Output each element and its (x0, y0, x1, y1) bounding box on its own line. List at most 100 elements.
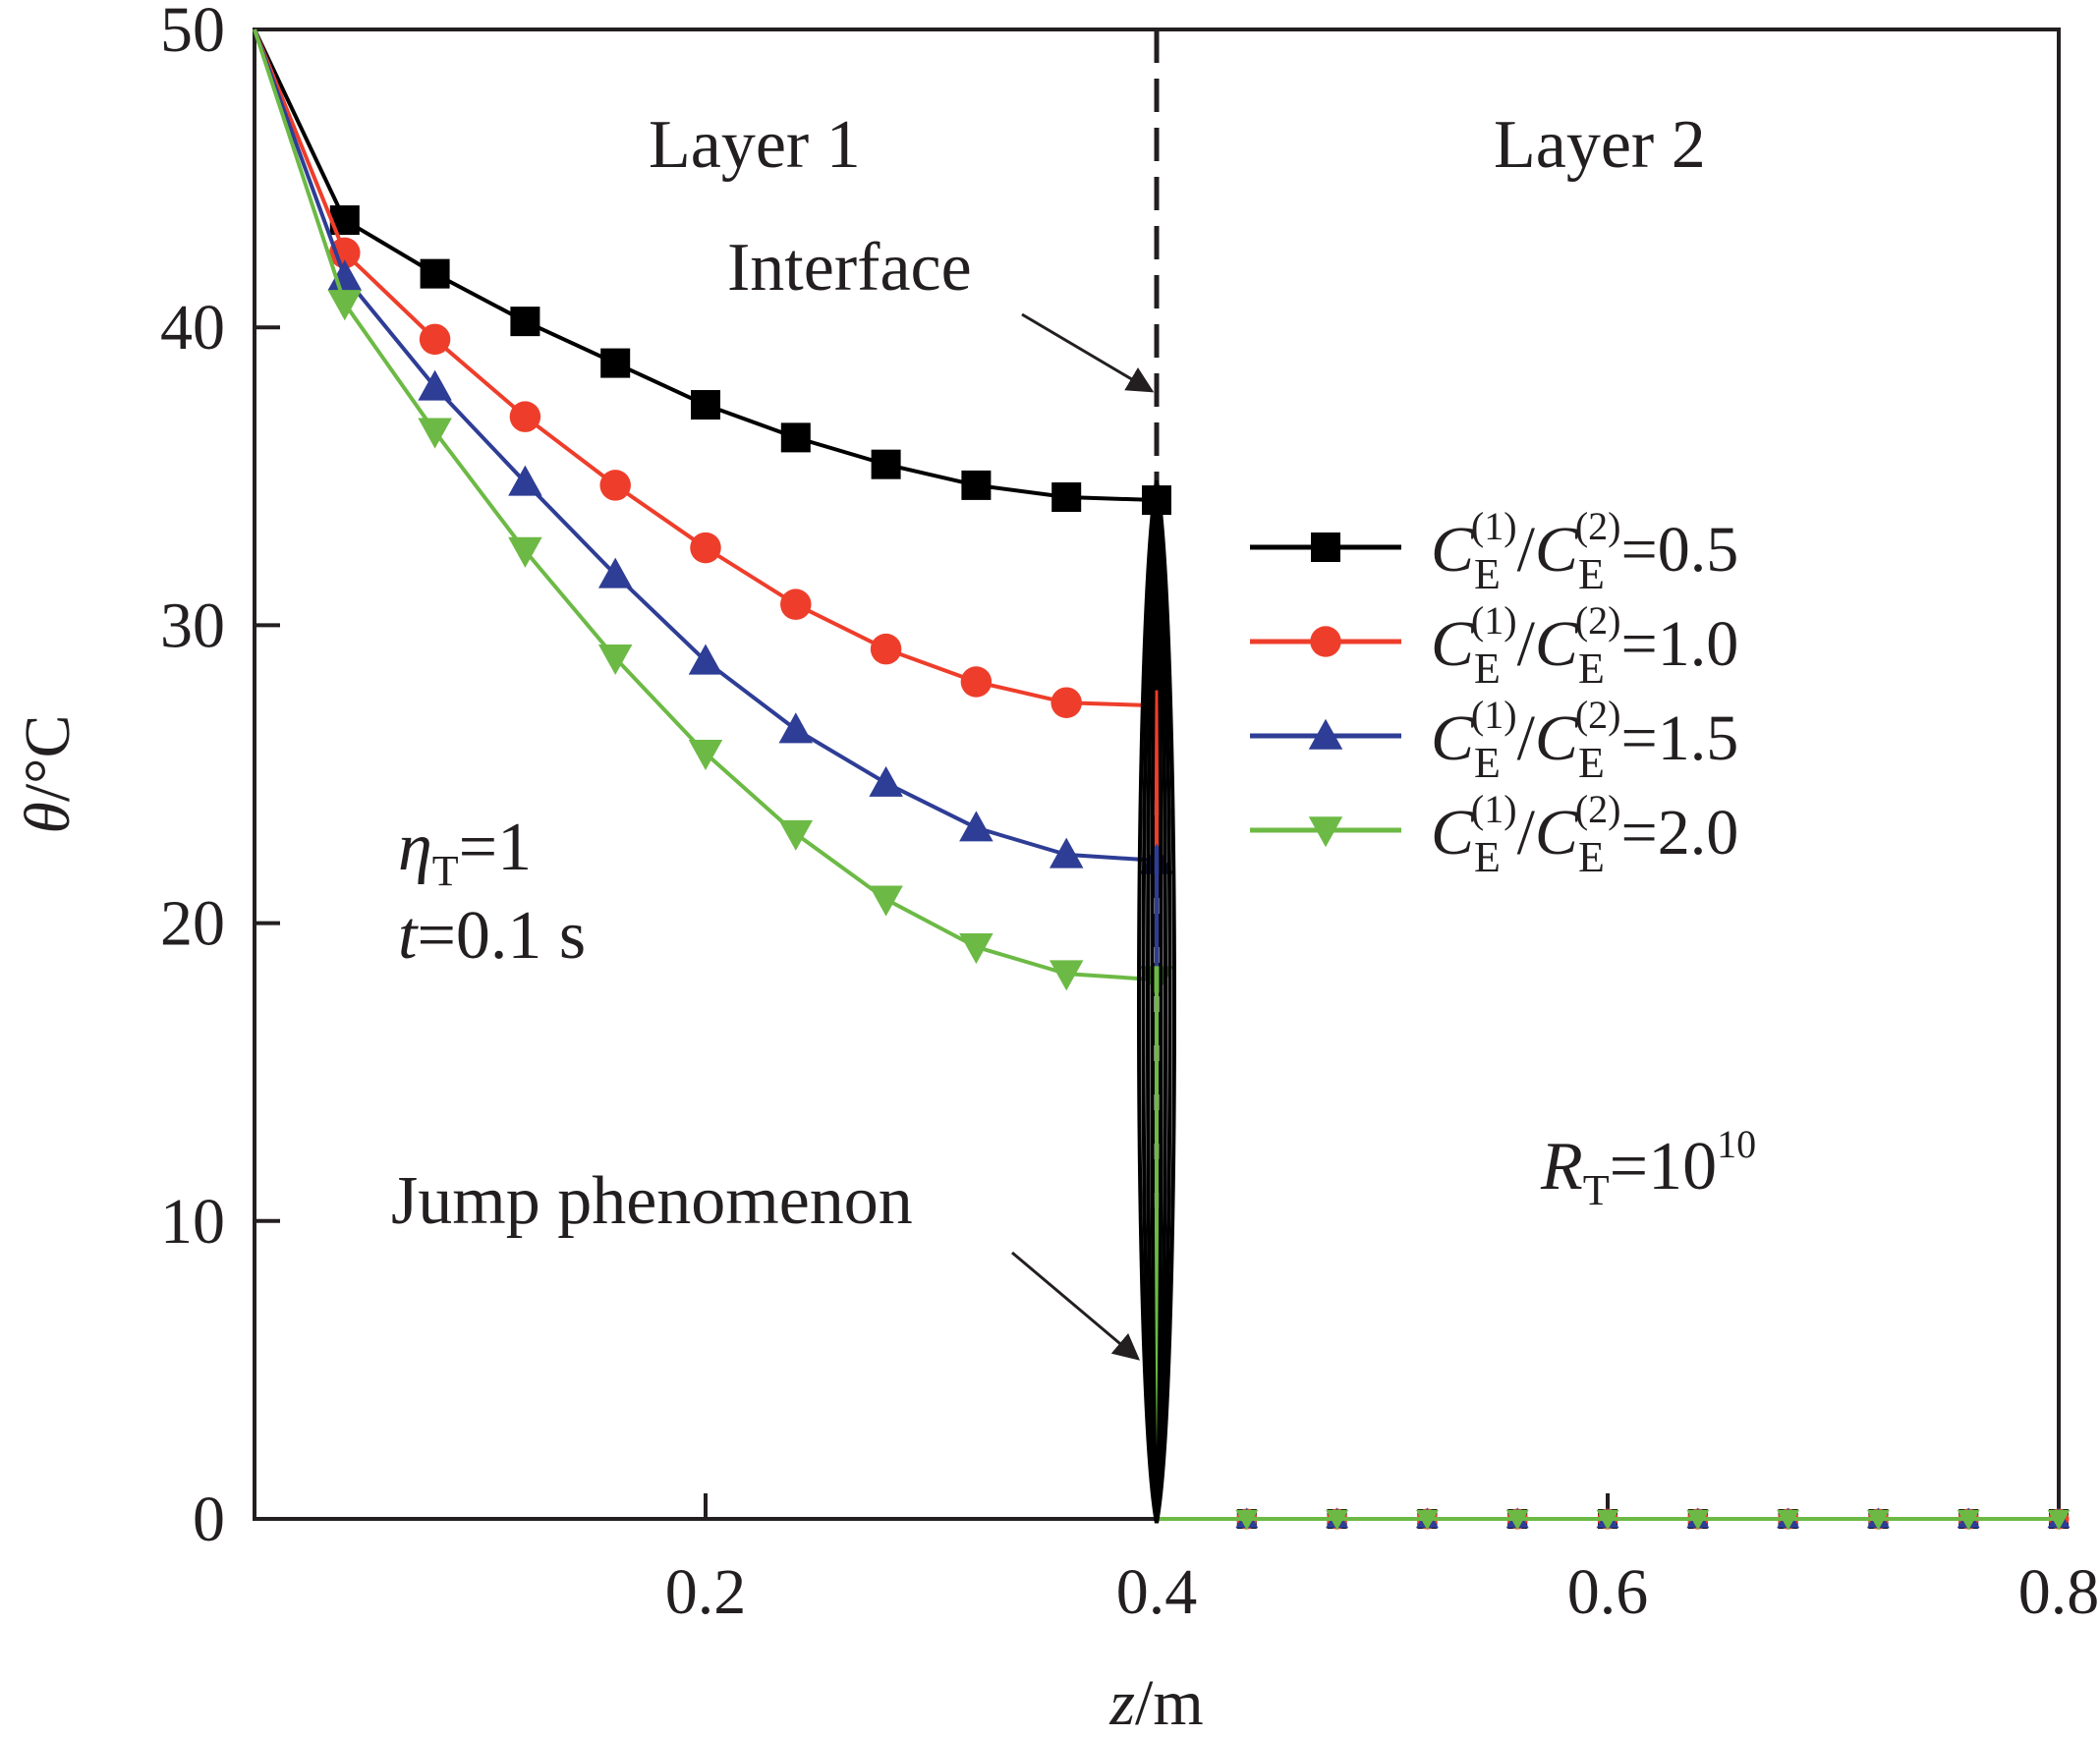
square-marker (1051, 482, 1082, 513)
y-tick-label: 20 (160, 888, 225, 960)
triangle-up-marker (508, 465, 542, 496)
legend-label-part: =1.5 (1620, 702, 1738, 774)
square-marker (510, 307, 540, 337)
triangle-up-marker (418, 369, 452, 401)
t-rest: =0.1 s (417, 898, 586, 974)
triangle-up-marker (778, 712, 814, 744)
y-axis-label-var: θ (12, 802, 84, 833)
circle-marker (960, 666, 993, 698)
y-tick-label: 30 (160, 589, 225, 661)
legend: CE(1)/CE(2)=0.5CE(1)/CE(2)=1.0CE(1)/CE(2… (1250, 504, 1738, 881)
triangle-down-marker (778, 819, 814, 851)
circle-marker (1050, 687, 1082, 718)
legend-label-part: / (1517, 514, 1536, 586)
y-axis-label: θ/°C (12, 714, 84, 833)
triangle-down-marker (1596, 1509, 1619, 1531)
legend-label-part: C (1535, 797, 1579, 868)
eta-annotation: ηT=1 (398, 810, 532, 895)
series-layer (253, 28, 2071, 1531)
square-marker (420, 258, 450, 289)
triangle-down-marker (327, 290, 363, 321)
square-marker (871, 449, 901, 479)
triangle-up-marker (688, 644, 723, 675)
time-annotation: t=0.1 s (398, 898, 586, 974)
legend-label-part: =0.5 (1620, 514, 1738, 586)
square-marker (961, 470, 992, 500)
layer2-label: Layer 2 (1494, 107, 1706, 183)
triangle-down-marker (959, 933, 993, 965)
legend-label-part: (2) (1575, 504, 1621, 548)
triangle-down-marker (1505, 1509, 1529, 1531)
triangle-down-marker (1415, 1509, 1439, 1531)
rt-exp: 10 (1717, 1122, 1756, 1166)
triangle-down-marker (418, 418, 452, 449)
y-tick-label: 40 (160, 292, 225, 364)
triangle-up-marker (1049, 837, 1084, 868)
series-line (253, 28, 1159, 1519)
triangle-down-marker (2047, 1509, 2071, 1531)
jump-envelope (1137, 479, 1176, 1524)
square-marker (1311, 532, 1340, 562)
rt-base: =10 (1610, 1129, 1717, 1205)
triangle-down-marker (1235, 1509, 1259, 1531)
circle-marker (599, 470, 631, 501)
jump-oscillation (1137, 479, 1176, 1524)
legend-label-part: C (1431, 702, 1475, 774)
legend-label-part: / (1517, 702, 1536, 774)
legend-item: CE(1)/CE(2)=2.0 (1250, 787, 1738, 881)
legend-label: CE(1)/CE(2)=1.5 (1431, 693, 1738, 787)
legend-label-part: =2.0 (1620, 797, 1738, 868)
eta-var: η (398, 810, 432, 885)
legend-label-part: (2) (1575, 598, 1621, 643)
triangle-down-marker (869, 885, 903, 917)
y-axis-label-unit: /°C (12, 714, 84, 802)
triangle-down-marker (1957, 1509, 1980, 1531)
legend-label-part: (2) (1575, 787, 1621, 831)
legend-label-part: E (1474, 739, 1501, 787)
legend-label-part: C (1535, 702, 1579, 774)
legend-label-part: E (1474, 644, 1501, 693)
triangle-down-marker (1308, 816, 1343, 848)
legend-label-part: =1.0 (1620, 608, 1738, 680)
series-line (253, 28, 1159, 1519)
legend-label-part: C (1535, 608, 1579, 680)
triangle-down-marker (1777, 1509, 1800, 1531)
series-line (253, 28, 1159, 1519)
triangle-down-marker (1686, 1509, 1710, 1531)
legend-label-part: E (1578, 644, 1605, 693)
triangle-down-marker (1866, 1509, 1890, 1531)
legend-label-part: (1) (1471, 504, 1517, 548)
triangle-up-marker (597, 557, 633, 588)
y-tick-label: 0 (193, 1484, 225, 1555)
interface-arrow (1021, 312, 1155, 393)
legend-label-part: C (1535, 514, 1579, 586)
square-marker (691, 390, 720, 420)
x-tick-label: 0.4 (1116, 1556, 1198, 1628)
legend-label: CE(1)/CE(2)=1.0 (1431, 598, 1738, 693)
triangle-up-marker (869, 765, 903, 797)
legend-label-part: (2) (1575, 693, 1621, 737)
square-marker (600, 348, 631, 378)
triangle-down-marker (597, 644, 633, 676)
legend-label-part: (1) (1471, 693, 1517, 737)
circle-marker (870, 633, 902, 665)
x-axis-label-unit: /m (1135, 1667, 1204, 1737)
legend-item: CE(1)/CE(2)=1.0 (1250, 598, 1738, 693)
rt-annotation: RT=1010 (1540, 1122, 1756, 1214)
legend-label-part: C (1431, 514, 1475, 586)
legend-label-part: E (1578, 833, 1605, 881)
layer1-label: Layer 1 (649, 107, 861, 183)
square-marker (780, 422, 811, 453)
jump-arrow (1011, 1251, 1141, 1361)
eta-rest: =1 (459, 810, 532, 885)
triangle-down-marker (1326, 1509, 1349, 1531)
legend-label: CE(1)/CE(2)=0.5 (1431, 504, 1738, 598)
triangle-down-marker (688, 739, 723, 771)
legend-label-part: E (1474, 833, 1501, 881)
circle-marker (780, 588, 812, 620)
x-axis-ticks: 0.2 0.4 0.6 0.8 (665, 1493, 2099, 1628)
y-axis-ticks: 0 10 20 30 40 50 (160, 0, 280, 1555)
legend-label-part: / (1517, 797, 1536, 868)
legend-label-part: C (1431, 797, 1475, 868)
